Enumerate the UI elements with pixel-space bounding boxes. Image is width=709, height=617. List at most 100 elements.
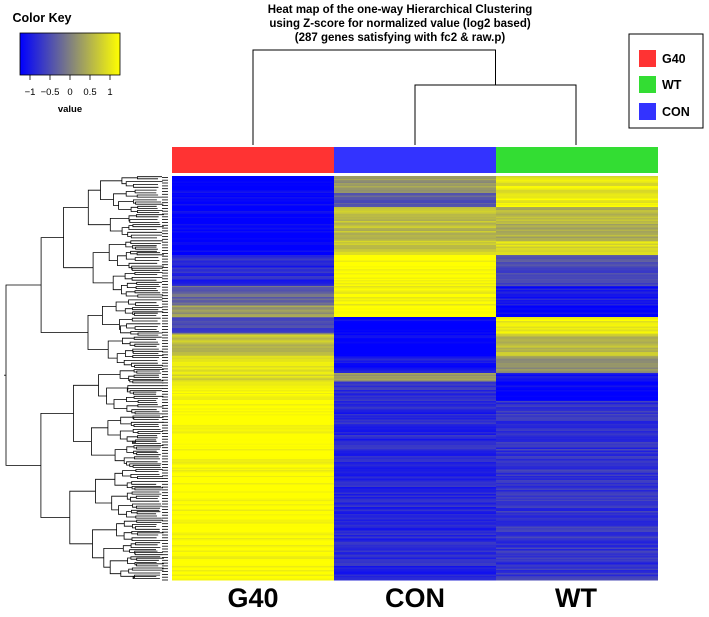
heatmap-cell [172, 458, 334, 461]
heatmap-cell [172, 253, 334, 256]
row-dendrogram-branch [130, 474, 160, 478]
heatmap-cell [334, 184, 496, 187]
row-dendrogram-branch [137, 210, 163, 213]
heatmap-cell [496, 347, 658, 350]
heatmap-cell [496, 482, 658, 485]
heatmap-cell [334, 354, 496, 357]
heatmap-cell [334, 456, 496, 459]
heatmap-cell [172, 312, 334, 315]
heatmap-cell [496, 292, 658, 295]
row-dendrogram-branch [103, 548, 124, 568]
heatmap-cell [496, 326, 658, 329]
heatmap-cell [172, 453, 334, 456]
heatmap-cell [172, 285, 334, 288]
row-dendrogram-branch [137, 404, 164, 408]
heatmap-cell [496, 475, 658, 478]
heatmap-cell [334, 577, 496, 580]
heatmap-cell [496, 558, 658, 561]
heatmap-cell [334, 382, 496, 385]
heatmap-cell [334, 413, 496, 416]
heatmap-cell [496, 214, 658, 217]
heatmap-cell [496, 273, 658, 276]
row-dendrogram-branch [127, 231, 163, 237]
heatmap-cell [334, 384, 496, 387]
heatmap-cell [496, 397, 658, 400]
heatmap-cell [172, 487, 334, 490]
row-dendrogram-branch [123, 457, 135, 464]
column-dendrogram-branch-root [252, 49, 496, 145]
heatmap-cell [496, 254, 658, 257]
heatmap-cell [496, 304, 658, 307]
heatmap-cell [172, 454, 334, 457]
heatmap-cell [172, 577, 334, 580]
heatmap-cell [172, 425, 334, 428]
heatmap-cell [496, 219, 658, 222]
heatmap-cell [334, 264, 496, 267]
heatmap-cell [496, 425, 658, 428]
heatmap-cell [496, 287, 658, 290]
heatmap-cell [334, 311, 496, 314]
heatmap-cell [172, 260, 334, 263]
heatmap-cell [172, 208, 334, 211]
heatmap-cell [172, 532, 334, 535]
heatmap-cell [172, 328, 334, 331]
heatmap-cell [496, 501, 658, 504]
heatmap-cell [172, 547, 334, 550]
heatmap-cell [334, 534, 496, 537]
row-dendrogram-branch [137, 476, 163, 479]
row-dendrogram-branch [125, 241, 133, 248]
heatmap-cell [172, 525, 334, 528]
heatmap-cell [334, 228, 496, 231]
heatmap-cell [496, 474, 658, 477]
heatmap-cell [496, 237, 658, 240]
heatmap-cell [172, 259, 334, 262]
heatmap-cell [496, 176, 658, 179]
heatmap-cell [172, 216, 334, 219]
heatmap-cell [334, 290, 496, 293]
heatmap-cell [496, 540, 658, 543]
heatmap-cell [496, 546, 658, 549]
row-dendrogram-branch [137, 205, 158, 209]
heatmap-cell [334, 215, 496, 218]
heatmap-cell [496, 211, 658, 214]
heatmap-cell [334, 515, 496, 518]
heatmap-cell [172, 488, 334, 491]
heatmap-cell [172, 574, 334, 577]
heatmap-cell [334, 247, 496, 250]
heatmap-cell [172, 526, 334, 529]
heatmap-cell [334, 505, 496, 508]
heatmap-cell [334, 561, 496, 564]
heatmap-cell [334, 435, 496, 438]
heatmap-cell [496, 468, 658, 471]
heatmap-cell [334, 339, 496, 342]
row-dendrogram-branch [133, 374, 160, 378]
heatmap-cell [334, 240, 496, 243]
heatmap-cell [172, 502, 334, 505]
heatmap-cell [172, 503, 334, 506]
heatmap-cell [496, 356, 658, 359]
heatmap-cell [496, 206, 658, 209]
heatmap-cell [334, 532, 496, 535]
heatmap-cell [334, 277, 496, 280]
heatmap-cell [172, 250, 334, 253]
heatmap-cell [172, 523, 334, 526]
heatmap-cell [334, 208, 496, 211]
heatmap-cell [334, 388, 496, 391]
heatmap-cell [172, 575, 334, 578]
heatmap-cell [496, 554, 658, 557]
heatmap-cell [172, 291, 334, 294]
heatmap-cell [172, 221, 334, 224]
heatmap-cell [496, 422, 658, 425]
heatmap-cell [496, 306, 658, 309]
row-dendrogram-branch [129, 219, 160, 223]
heatmap-cell [334, 342, 496, 345]
heatmap-cell [496, 259, 658, 262]
heatmap-cell [172, 398, 334, 401]
heatmap-cell [172, 429, 334, 432]
row-dendrogram-branch [132, 350, 164, 354]
heatmap-cell [334, 181, 496, 184]
heatmap-cell [496, 299, 658, 302]
heatmap-cell [496, 177, 658, 180]
heatmap-cell [496, 315, 658, 318]
heatmap-cell [334, 191, 496, 194]
